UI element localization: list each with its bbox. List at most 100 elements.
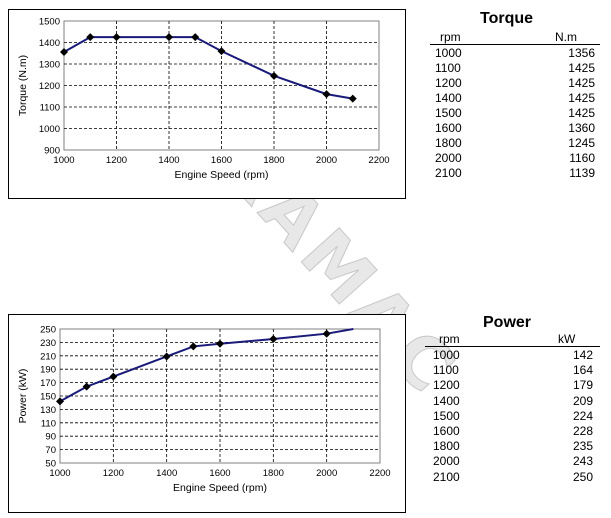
torque-data-point (348, 94, 357, 103)
power-value-cell: 179 (572, 378, 593, 393)
torque-rpm-cell: 1100 (435, 61, 461, 75)
power-table-row: 1100 164 (433, 363, 593, 378)
torque-value-cell: 1245 (568, 136, 595, 150)
power-data-point (109, 372, 118, 381)
torque-y-tick-label: 1100 (40, 103, 60, 114)
power-value-cell: 250 (572, 469, 593, 484)
power-value-cell: 164 (572, 363, 593, 378)
power-table: Power rpm kW 1000 142 1100 164 1200 179 1400 20… (425, 314, 600, 494)
power-rpm-cell: 1000 (433, 348, 460, 362)
power-chart-svg: 50 70 90 110 130 150 170 190 210 230 250 1000 1200 14… (17, 325, 391, 495)
torque-rpm-cell: 2100 (435, 166, 462, 180)
torque-rpm-cell: 1000 (435, 46, 462, 60)
torque-rpm-cell: 1600 (435, 121, 462, 135)
torque-table-title: Torque (480, 10, 534, 27)
power-rpm-cell: 1500 (433, 408, 460, 423)
power-rpm-cell: 1100 (433, 363, 459, 378)
torque-y-axis-label: Torque (N.m) (17, 55, 29, 116)
power-x-tick-label: 2000 (316, 468, 337, 479)
torque-data-point (217, 47, 226, 56)
power-x-tick-label: 2200 (369, 468, 390, 479)
power-y-tick-label: 130 (40, 405, 56, 416)
power-y-tick-label: 50 (45, 459, 56, 470)
power-data-point (269, 335, 278, 344)
power-data-point (56, 397, 64, 406)
power-y-tick-label: 250 (40, 325, 56, 336)
torque-table: Torque rpm N.m 1000 1356 1100 1425 1200 1425 1… (430, 10, 600, 190)
power-y-tick-label: 90 (45, 432, 56, 443)
power-value-cell: 243 (572, 454, 593, 469)
torque-value-cell: 1160 (569, 151, 595, 165)
torque-y-tick-label: 1000 (39, 124, 60, 135)
power-col-kw-header: kW (558, 332, 576, 346)
torque-value-cell: 1425 (568, 61, 595, 75)
torque-x-axis-label: Engine Speed (rpm) (175, 169, 269, 181)
torque-value-cell: 1356 (568, 46, 595, 60)
torque-col-rpm-header: rpm (440, 30, 461, 44)
power-y-tick-label: 170 (40, 378, 56, 389)
power-header-rule (425, 346, 600, 347)
torque-rpm-cell: 2000 (435, 151, 462, 165)
power-x-tick-label: 1800 (263, 468, 284, 479)
torque-value-cell: 1360 (568, 121, 595, 135)
torque-value-cell: 1425 (568, 91, 595, 105)
torque-data-point (270, 71, 278, 80)
torque-x-tick-label: 2200 (368, 155, 389, 166)
torque-table-row: 1800 1245 (435, 136, 595, 151)
torque-table-row: 1400 1425 (435, 91, 595, 106)
torque-data-point (322, 90, 331, 99)
power-y-tick-label: 150 (40, 392, 56, 403)
torque-chart: 900 1000 1100 1200 1300 1400 1500 1000 1200 1400 1… (8, 9, 406, 199)
torque-y-tick-label: 1300 (39, 60, 60, 71)
torque-rpm-cell: 1500 (435, 106, 462, 120)
power-x-tick-label: 1200 (103, 468, 124, 479)
power-y-tick-label: 190 (40, 365, 56, 376)
torque-table-row: 1500 1425 (435, 106, 595, 121)
power-x-axis-label: Engine Speed (rpm) (173, 482, 267, 494)
torque-y-tick-label: 900 (44, 146, 60, 157)
torque-table-row: 1600 1360 (435, 121, 595, 136)
torque-x-tick-label: 1000 (53, 155, 74, 166)
power-value-cell: 142 (572, 348, 593, 362)
power-value-cell: 209 (572, 393, 593, 408)
torque-value-cell: 1139 (569, 166, 595, 180)
power-chart: 50 70 90 110 130 150 170 190 210 230 250 1000 1200 14… (8, 314, 406, 513)
torque-rpm-cell: 1400 (435, 91, 462, 105)
torque-rpm-cell: 1200 (435, 76, 462, 90)
torque-rpm-cell: 1800 (435, 136, 462, 150)
torque-y-tick-label: 1400 (39, 38, 60, 49)
torque-x-tick-label: 1400 (158, 155, 179, 166)
torque-header-rule (430, 44, 600, 45)
torque-value-cell: 1425 (568, 106, 595, 120)
torque-x-tick-label: 1800 (263, 155, 284, 166)
torque-x-tick-label: 2000 (316, 155, 337, 166)
power-x-tick-label: 1000 (49, 468, 70, 479)
torque-x-tick-label: 1200 (106, 155, 127, 166)
torque-y-tick-label: 1500 (39, 17, 60, 28)
power-data-point (189, 342, 198, 351)
power-data-point (322, 329, 331, 338)
power-table-row: 1800 235 (433, 439, 593, 454)
power-data-point (162, 352, 171, 361)
power-rpm-cell: 2100 (433, 469, 460, 484)
torque-table-row: 1200 1425 (435, 76, 595, 91)
power-rpm-cell: 1600 (433, 424, 460, 438)
power-value-cell: 224 (572, 408, 593, 423)
power-table-row: 2000 243 (433, 454, 593, 469)
torque-x-tick-label: 1600 (211, 155, 232, 166)
power-table-row: 1600 228 (433, 424, 593, 439)
torque-data-point (60, 47, 68, 56)
power-table-row: 1500 224 (433, 409, 593, 424)
power-rpm-cell: 1800 (433, 439, 460, 454)
torque-data-point (165, 33, 173, 42)
power-plot: 50 70 90 110 130 150 170 190 210 230 250 1000 1200 14… (17, 325, 391, 495)
power-x-tick-label: 1600 (209, 468, 230, 479)
power-rpm-cell: 1400 (433, 393, 460, 408)
power-value-cell: 235 (572, 439, 593, 454)
torque-data-point (112, 33, 121, 42)
power-table-row: 1000 142 (433, 348, 593, 363)
torque-value-cell: 1425 (568, 76, 595, 90)
power-y-axis-label: Power (kW) (17, 369, 29, 424)
